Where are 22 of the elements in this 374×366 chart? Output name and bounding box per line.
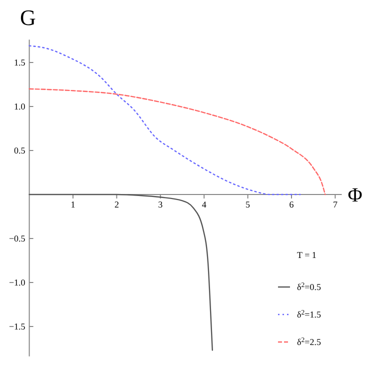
y-tick-label: 1.5 (14, 58, 26, 68)
legend-label: δ$^{2}$=1.5 (297, 309, 322, 320)
x-tick-label: 5 (246, 200, 251, 210)
x-tick-label: 4 (202, 200, 207, 210)
legend-title: T = 1 (297, 250, 316, 260)
legend-label: δ$^{2}$=0.5 (297, 282, 322, 292)
x-tick-label: 6 (289, 200, 294, 210)
y-tick-label: −1.5 (8, 322, 26, 332)
line-series (28, 194, 214, 351)
legend-label: δ$^{2}$=2.5 (297, 336, 322, 347)
line-series (28, 45, 301, 196)
x-tick-label: 7 (332, 200, 338, 210)
line-series (28, 88, 326, 196)
x-axis-title: Φ (348, 184, 363, 206)
x-tick-label: 3 (158, 200, 164, 210)
y-tick-label: −1.0 (8, 278, 26, 288)
x-tick-label: 2 (114, 200, 119, 210)
x-tick-label: 1 (70, 200, 76, 210)
y-axis-title: G (20, 5, 36, 30)
y-tick-label: 1.0 (14, 102, 26, 112)
y-tick-label: 0.5 (14, 146, 26, 156)
y-tick-label: −0.5 (8, 234, 26, 244)
